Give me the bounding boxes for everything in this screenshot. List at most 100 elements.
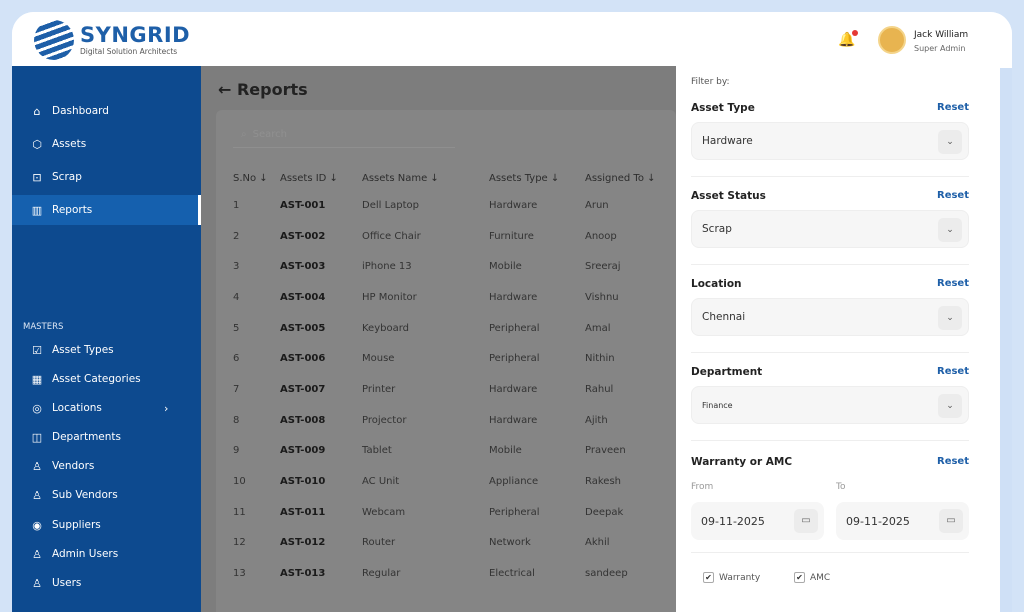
column-header[interactable]: Assigned To ↓ bbox=[585, 172, 656, 184]
checkbox-checked-icon[interactable]: ✔ bbox=[794, 572, 805, 583]
search-icon: ⌕ bbox=[241, 129, 247, 140]
user-name: Jack William bbox=[914, 30, 969, 40]
table-cell: Network bbox=[489, 537, 531, 549]
chevron-down-icon[interactable]: ⌄ bbox=[938, 130, 962, 154]
table-row[interactable]: 4 AST-004 HP Monitor Hardware Vishnu bbox=[216, 282, 665, 313]
calendar-icon[interactable]: ▭ bbox=[794, 509, 818, 533]
table-row[interactable]: 7 AST-007 Printer Hardware Rahul bbox=[216, 374, 665, 405]
table-cell: Webcam bbox=[362, 506, 406, 518]
reset-asset-status-button[interactable]: Reset bbox=[937, 190, 969, 201]
reset-asset-type-button[interactable]: Reset bbox=[937, 102, 969, 113]
asset-status-label: Asset Status bbox=[691, 190, 766, 202]
table-cell: Tablet bbox=[362, 445, 392, 457]
table-cell: Mobile bbox=[489, 445, 522, 457]
location-select[interactable]: Chennai ⌄ bbox=[691, 298, 969, 336]
table-cell: 1 bbox=[233, 199, 240, 211]
reset-department-button[interactable]: Reset bbox=[937, 366, 969, 377]
chart-icon: ▥ bbox=[31, 203, 43, 217]
notification-bell-icon[interactable]: 🔔 bbox=[838, 30, 859, 48]
location-label: Location bbox=[691, 278, 742, 290]
reset-location-button[interactable]: Reset bbox=[937, 278, 969, 289]
from-date-input[interactable]: 09-11-2025 ▭ bbox=[691, 502, 824, 540]
chevron-right-icon: › bbox=[164, 401, 169, 415]
department-label: Department bbox=[691, 366, 763, 378]
chevron-down-icon[interactable]: ⌄ bbox=[938, 394, 962, 418]
table-cell: Hardware bbox=[489, 383, 538, 395]
table-cell: 2 bbox=[233, 230, 240, 242]
to-date-input[interactable]: 09-11-2025 ▭ bbox=[836, 502, 969, 540]
sidebar-item-users[interactable]: ♙ Users bbox=[12, 568, 201, 598]
column-header[interactable]: Assets ID ↓ bbox=[280, 172, 338, 184]
sidebar-item-admin-users[interactable]: ♙ Admin Users bbox=[12, 539, 201, 569]
chevron-down-icon[interactable]: ⌄ bbox=[938, 306, 962, 330]
table-row[interactable]: 10 AST-010 AC Unit Appliance Rakesh bbox=[216, 466, 665, 497]
sidebar-item-locations[interactable]: ◎ Locations › bbox=[12, 393, 201, 423]
search-input[interactable]: ⌕ Search bbox=[233, 122, 455, 148]
column-header[interactable]: Assets Type ↓ bbox=[489, 172, 560, 184]
sidebar: ⌂ Dashboard ⬡ Assets ⊡ Scrap ▥ Reports MASTE… bbox=[12, 66, 201, 612]
sidebar-item-scrap[interactable]: ⊡ Scrap bbox=[12, 162, 201, 192]
sidebar-item-reports[interactable]: ▥ Reports bbox=[12, 195, 201, 225]
calendar-icon[interactable]: ▭ bbox=[939, 509, 963, 533]
reset-warranty-button[interactable]: Reset bbox=[937, 456, 969, 467]
vendor-icon: ♙ bbox=[32, 459, 42, 473]
sidebar-item-departments[interactable]: ◫ Departments bbox=[12, 422, 201, 452]
sidebar-item-vendors[interactable]: ♙ Vendors bbox=[12, 451, 201, 481]
table-cell: 11 bbox=[233, 506, 246, 518]
reports-table: S.No ↓ Assets ID ↓ Assets Name ↓ Assets Typ… bbox=[216, 166, 665, 589]
table-cell: AST-001 bbox=[280, 199, 326, 211]
table-row[interactable]: 1 AST-001 Dell Laptop Hardware Arun bbox=[216, 190, 665, 221]
table-cell: Electrical bbox=[489, 568, 535, 580]
brand-name: SYNGRID bbox=[80, 23, 191, 47]
label: Departments bbox=[52, 431, 122, 443]
department-select[interactable]: Finance ⌄ bbox=[691, 386, 969, 424]
label: Suppliers bbox=[52, 519, 101, 531]
table-row[interactable]: 11 AST-011 Webcam Peripheral Deepak bbox=[216, 497, 665, 528]
table-cell: Peripheral bbox=[489, 506, 540, 518]
amc-checkbox[interactable]: ✔ AMC bbox=[794, 572, 830, 583]
sidebar-item-sub-vendors[interactable]: ♙ Sub Vendors bbox=[12, 480, 201, 510]
table-cell: AST-007 bbox=[280, 383, 326, 395]
table-cell: Keyboard bbox=[362, 322, 410, 334]
search-placeholder: Search bbox=[252, 129, 287, 140]
table-row[interactable]: 5 AST-005 Keyboard Peripheral Amal bbox=[216, 313, 665, 344]
table-row[interactable]: 12 AST-012 Router Network Akhil bbox=[216, 528, 665, 559]
table-row[interactable]: 9 AST-009 Tablet Mobile Praveen bbox=[216, 436, 665, 467]
table-row[interactable]: 2 AST-002 Office Chair Furniture Anoop bbox=[216, 221, 665, 252]
sidebar-item-suppliers[interactable]: ◉ Suppliers bbox=[12, 510, 201, 540]
asset-status-select[interactable]: Scrap ⌄ bbox=[691, 210, 969, 248]
reports-card: ⌕ Search S.No ↓ Assets ID ↓ Assets Name ↓ As… bbox=[216, 110, 676, 612]
label: Dashboard bbox=[52, 105, 109, 117]
label: Assets bbox=[52, 138, 87, 150]
column-header[interactable]: Assets Name ↓ bbox=[362, 172, 439, 184]
sidebar-item-assets[interactable]: ⬡ Assets bbox=[12, 129, 201, 159]
filter-panel: Filter by: Asset Type Reset Hardware ⌄ As… bbox=[676, 66, 1012, 612]
user-info[interactable]: Jack William Super Admin bbox=[914, 29, 968, 55]
table-row[interactable]: 13 AST-013 Regular Electrical sandeep bbox=[216, 558, 665, 589]
warranty-label: Warranty or AMC bbox=[691, 456, 793, 468]
table-cell: Anoop bbox=[585, 230, 617, 242]
filter-heading: Filter by: bbox=[691, 77, 730, 87]
sidebar-item-asset-categories[interactable]: ▦ Asset Categories bbox=[12, 364, 201, 394]
chevron-down-icon[interactable]: ⌄ bbox=[938, 218, 962, 242]
table-cell: Peripheral bbox=[489, 322, 540, 334]
warranty-checkbox[interactable]: ✔ Warranty bbox=[703, 572, 760, 583]
table-row[interactable]: 6 AST-006 Mouse Peripheral Nithin bbox=[216, 343, 665, 374]
table-row[interactable]: 3 AST-003 iPhone 13 Mobile Sreeraj bbox=[216, 251, 665, 282]
divider bbox=[691, 176, 969, 177]
checkbox-checked-icon[interactable]: ✔ bbox=[703, 572, 714, 583]
table-cell: Appliance bbox=[489, 476, 539, 488]
asset-type-select[interactable]: Hardware ⌄ bbox=[691, 122, 969, 160]
table-cell: AST-012 bbox=[280, 537, 326, 549]
table-cell: 6 bbox=[233, 353, 240, 365]
table-cell: 12 bbox=[233, 537, 246, 549]
title-text: Reports bbox=[236, 80, 308, 99]
table-row[interactable]: 8 AST-008 Projector Hardware Ajith bbox=[216, 405, 665, 436]
sidebar-item-asset-types[interactable]: ☑ Asset Types bbox=[12, 335, 201, 365]
column-header[interactable]: S.No ↓ bbox=[233, 172, 268, 184]
scroll-strip bbox=[1000, 68, 1012, 612]
avatar[interactable] bbox=[878, 26, 906, 54]
table-cell: Projector bbox=[362, 414, 407, 426]
sidebar-item-dashboard[interactable]: ⌂ Dashboard bbox=[12, 96, 201, 126]
back-arrow-icon[interactable]: ← bbox=[218, 80, 237, 99]
